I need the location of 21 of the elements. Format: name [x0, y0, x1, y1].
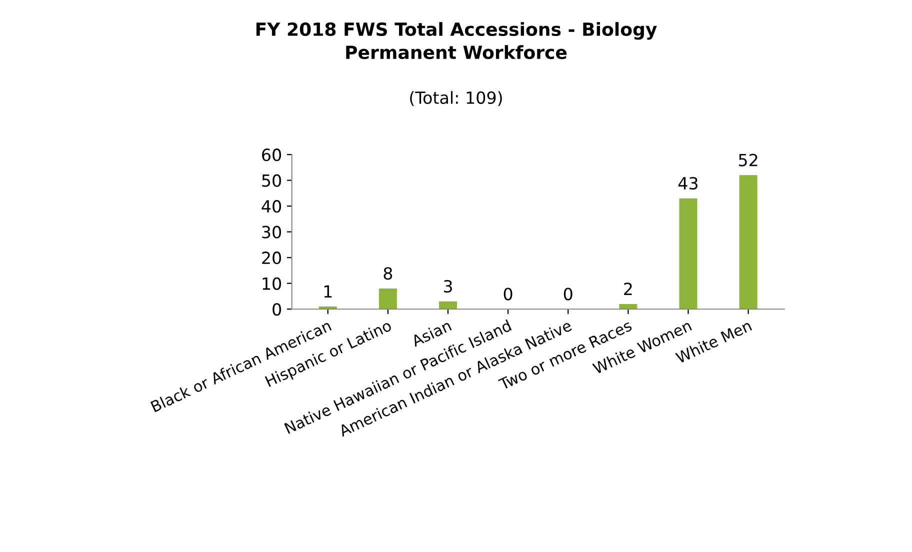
y-tick-label: 10: [262, 277, 282, 290]
y-tick-label: 30: [262, 226, 282, 238]
data-label: 0: [564, 288, 572, 300]
bar: [438, 301, 457, 310]
data-label: 2: [624, 282, 632, 295]
y-tick-label: 0: [272, 303, 282, 316]
data-label: 8: [384, 267, 392, 280]
data-label: 0: [504, 288, 512, 300]
y-tick-label: 40: [262, 200, 282, 213]
chart-title: FY 2018 FWS Total Accessions - Biology Permanent Workforce: [256, 22, 657, 60]
data-label: 52: [738, 154, 758, 166]
bar: [378, 288, 397, 310]
data-label: 3: [444, 280, 452, 293]
y-tick-label: 50: [262, 174, 282, 187]
data-label: 43: [678, 176, 698, 190]
y-tick-label: 60: [262, 148, 282, 162]
bar: [739, 175, 758, 310]
data-label: 1: [324, 285, 332, 298]
y-tick-label: 20: [262, 252, 282, 264]
bar: [679, 198, 698, 310]
chart-subtitle: (Total: 109): [410, 91, 502, 106]
